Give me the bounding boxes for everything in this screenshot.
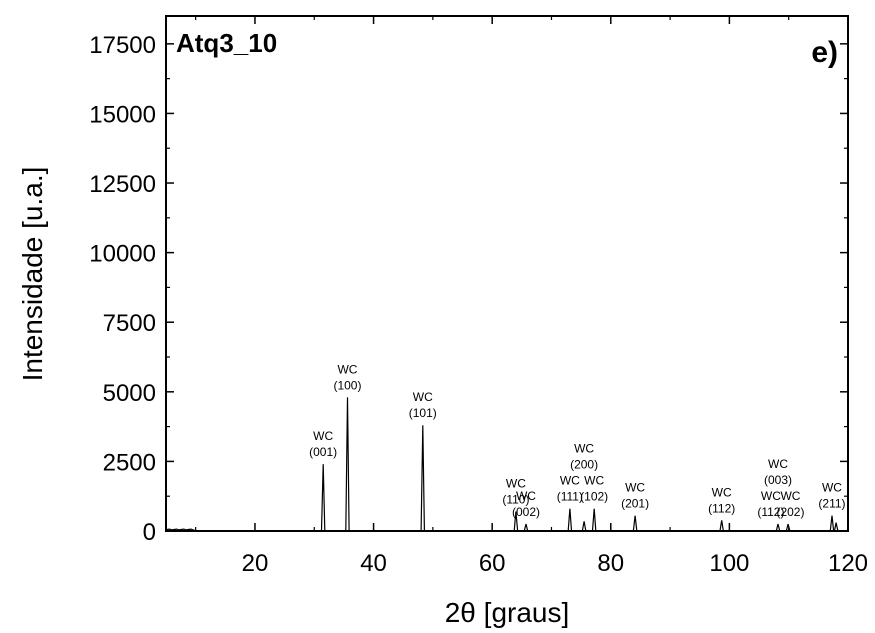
y-tick-label: 15000 (89, 101, 156, 128)
x-tick-label: 100 (709, 550, 749, 577)
y-tick-label: 12500 (89, 171, 156, 198)
peak-annotation: WC (101) (409, 390, 437, 420)
peak-annotation: WC (001) (309, 429, 337, 459)
x-axis-title: 2θ [graus] (445, 597, 570, 628)
axis-tick-labels: 20 40 60 80 100 120 0 2500 5000 7500 10000 12500 150… (89, 32, 868, 577)
x-tick-label: 80 (597, 550, 624, 577)
diffraction-pattern-line (165, 397, 847, 532)
sample-label: Atq3_10 (176, 28, 277, 58)
peak-annotation: WC (200) (570, 442, 598, 472)
axis-ticks (166, 16, 849, 532)
plot-frame (165, 15, 849, 532)
panel-label: e) (811, 36, 838, 69)
peak-annotations: WC (001) WC (100) WC (101) WC (110)WC (002) WC (11… (309, 362, 845, 519)
peak-annotation: WC (003) (764, 457, 792, 487)
peak-annotation: WC (201) (621, 481, 649, 511)
peak-annotation: WC (211) (818, 481, 845, 511)
peak-annotation: WC (102) (580, 474, 608, 504)
y-tick-label: 2500 (103, 449, 156, 476)
y-tick-label: 0 (143, 519, 156, 546)
y-tick-label: 10000 (89, 241, 156, 268)
x-tick-label: 60 (479, 550, 506, 577)
y-axis-title: Intensidade [u.a.] (17, 167, 48, 382)
x-tick-label: 20 (242, 550, 269, 577)
peak-annotation: WC (112) (708, 485, 735, 515)
peak-annotation: WC (202) (776, 489, 804, 519)
peak-annotation: WC (100) (333, 362, 361, 392)
peak-annotation: WC (002) (512, 489, 540, 519)
y-tick-label: 7500 (103, 310, 156, 337)
y-tick-label: 5000 (103, 380, 156, 407)
x-tick-label: 40 (360, 550, 387, 577)
y-tick-label: 17500 (89, 32, 156, 59)
peak-annotation: WC (111) (557, 474, 583, 504)
peak-annotation: WC (112) (757, 489, 784, 519)
peak-annotation: WC (110) (502, 477, 529, 507)
x-tick-label: 120 (828, 550, 868, 577)
